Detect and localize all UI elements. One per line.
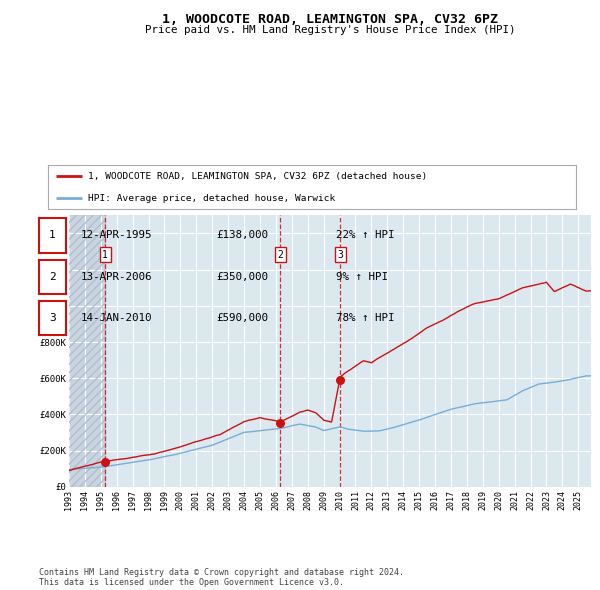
- Text: £590,000: £590,000: [216, 313, 268, 323]
- Text: 2: 2: [49, 272, 56, 281]
- Text: Price paid vs. HM Land Registry's House Price Index (HPI): Price paid vs. HM Land Registry's House …: [145, 25, 515, 35]
- Text: 1: 1: [49, 231, 56, 240]
- Bar: [69, 215, 105, 487]
- Text: 1, WOODCOTE ROAD, LEAMINGTON SPA, CV32 6PZ (detached house): 1, WOODCOTE ROAD, LEAMINGTON SPA, CV32 6…: [88, 172, 427, 181]
- Text: 1: 1: [103, 250, 108, 260]
- Text: 9% ↑ HPI: 9% ↑ HPI: [336, 272, 388, 281]
- Text: 3: 3: [337, 250, 343, 260]
- Text: 1, WOODCOTE ROAD, LEAMINGTON SPA, CV32 6PZ: 1, WOODCOTE ROAD, LEAMINGTON SPA, CV32 6…: [162, 13, 498, 26]
- Text: £138,000: £138,000: [216, 231, 268, 240]
- Text: 2: 2: [277, 250, 283, 260]
- Text: 78% ↑ HPI: 78% ↑ HPI: [336, 313, 395, 323]
- Text: £350,000: £350,000: [216, 272, 268, 281]
- Text: 3: 3: [49, 313, 56, 323]
- Text: 12-APR-1995: 12-APR-1995: [81, 231, 152, 240]
- Text: 13-APR-2006: 13-APR-2006: [81, 272, 152, 281]
- Text: 14-JAN-2010: 14-JAN-2010: [81, 313, 152, 323]
- Text: Contains HM Land Registry data © Crown copyright and database right 2024.
This d: Contains HM Land Registry data © Crown c…: [39, 568, 404, 587]
- Text: HPI: Average price, detached house, Warwick: HPI: Average price, detached house, Warw…: [88, 194, 335, 203]
- Bar: [69, 215, 105, 487]
- Text: 22% ↑ HPI: 22% ↑ HPI: [336, 231, 395, 240]
